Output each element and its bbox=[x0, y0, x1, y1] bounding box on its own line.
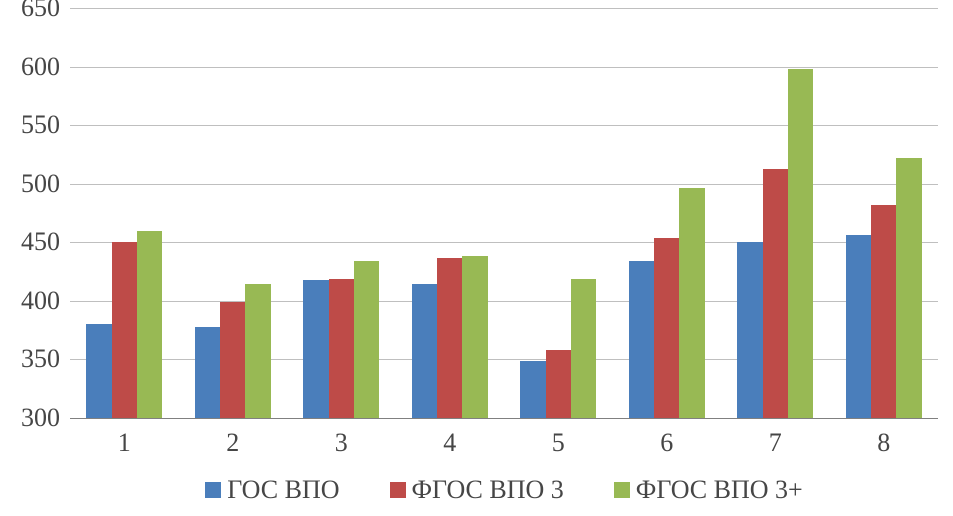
bar bbox=[412, 284, 437, 418]
bar bbox=[354, 261, 379, 418]
bar bbox=[520, 361, 545, 418]
bar bbox=[871, 205, 896, 418]
bar bbox=[571, 279, 596, 418]
x-tick-label: 5 bbox=[552, 428, 565, 458]
bar bbox=[896, 158, 921, 418]
legend-label: ФГОС ВПО 3+ bbox=[636, 475, 803, 505]
bar bbox=[629, 261, 654, 418]
legend-item: ФГОС ВПО 3+ bbox=[614, 475, 803, 505]
y-tick-label: 650 bbox=[0, 0, 60, 23]
x-tick-label: 2 bbox=[226, 428, 239, 458]
bar bbox=[462, 256, 487, 418]
x-tick-label: 7 bbox=[769, 428, 782, 458]
gridline bbox=[70, 67, 938, 68]
y-tick-label: 600 bbox=[0, 52, 60, 82]
plot-area bbox=[70, 8, 938, 418]
bar bbox=[846, 235, 871, 418]
x-tick-label: 4 bbox=[443, 428, 456, 458]
bar bbox=[788, 69, 813, 418]
legend-swatch bbox=[614, 482, 630, 498]
bar bbox=[112, 242, 137, 418]
bar bbox=[137, 231, 162, 418]
y-tick-label: 450 bbox=[0, 227, 60, 257]
gridline bbox=[70, 8, 938, 9]
bar bbox=[220, 302, 245, 418]
legend-swatch bbox=[205, 482, 221, 498]
y-tick-label: 500 bbox=[0, 169, 60, 199]
bar bbox=[245, 284, 270, 418]
bar bbox=[437, 258, 462, 418]
bar bbox=[679, 188, 704, 418]
x-tick-label: 8 bbox=[877, 428, 890, 458]
x-tick-label: 1 bbox=[118, 428, 131, 458]
legend-item: ФГОС ВПО 3 bbox=[390, 475, 564, 505]
bar bbox=[303, 280, 328, 418]
bar bbox=[546, 350, 571, 418]
bar-chart: ГОС ВПОФГОС ВПО 3ФГОС ВПО 3+ 30035040045… bbox=[0, 0, 953, 516]
y-tick-label: 300 bbox=[0, 403, 60, 433]
bar bbox=[86, 324, 111, 418]
gridline bbox=[70, 418, 938, 419]
bar bbox=[195, 327, 220, 418]
legend-item: ГОС ВПО bbox=[205, 475, 339, 505]
bar bbox=[737, 242, 762, 418]
bar bbox=[763, 169, 788, 419]
x-tick-label: 3 bbox=[335, 428, 348, 458]
legend: ГОС ВПО ФГОС ВПО 3 ФГОС ВПО 3+ bbox=[70, 475, 938, 505]
bar bbox=[654, 238, 679, 418]
y-tick-label: 550 bbox=[0, 110, 60, 140]
x-tick-label: 6 bbox=[660, 428, 673, 458]
y-tick-label: 350 bbox=[0, 344, 60, 374]
legend-label: ФГОС ВПО 3 bbox=[412, 475, 564, 505]
legend-swatch bbox=[390, 482, 406, 498]
legend-label: ГОС ВПО bbox=[227, 475, 339, 505]
bar bbox=[329, 279, 354, 418]
y-tick-label: 400 bbox=[0, 286, 60, 316]
